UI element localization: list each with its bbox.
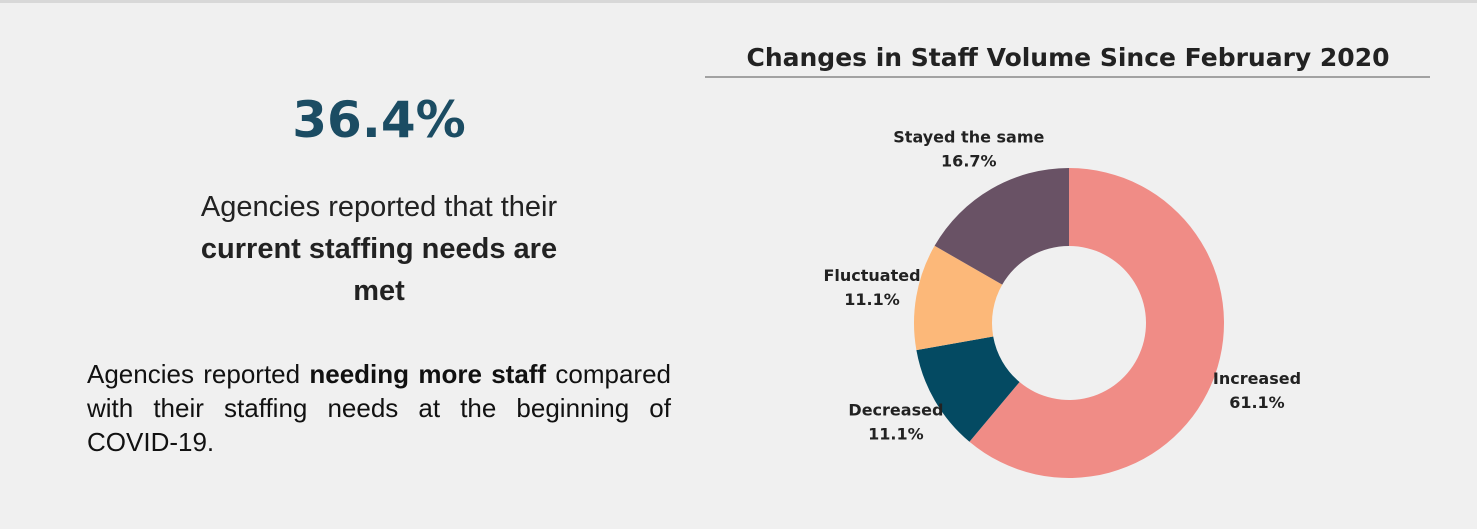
chart-title: Changes in Staff Volume Since February 2… <box>746 43 1389 72</box>
chart: Changes in Staff Volume Since February 2… <box>705 43 1430 478</box>
note: Agencies reported needing more staff com… <box>87 357 671 459</box>
slice-label: Fluctuated <box>823 266 920 285</box>
slice <box>934 168 1069 285</box>
statement: Agencies reported that their current sta… <box>179 186 579 312</box>
slice-label: Increased <box>1213 369 1301 388</box>
text: Agencies reported that their <box>200 191 558 223</box>
value-label: 11.1% <box>868 425 924 444</box>
bold-text: needing more staff <box>309 359 547 389</box>
slice <box>916 336 1020 442</box>
stat: 36.4% <box>292 91 466 149</box>
slice-label: Decreased <box>848 401 943 420</box>
value-label: 61.1% <box>1229 393 1285 412</box>
text: Agencies reported <box>87 359 310 389</box>
slice <box>914 245 1003 351</box>
slice-label: Stayed the same <box>893 127 1044 146</box>
text: compared with their staffing needs at th… <box>87 359 671 457</box>
value-label: 11.1% <box>844 290 900 309</box>
slice <box>969 168 1225 478</box>
bold-text: current staffing needs are met <box>200 233 558 307</box>
value-label: 16.7% <box>941 151 997 170</box>
